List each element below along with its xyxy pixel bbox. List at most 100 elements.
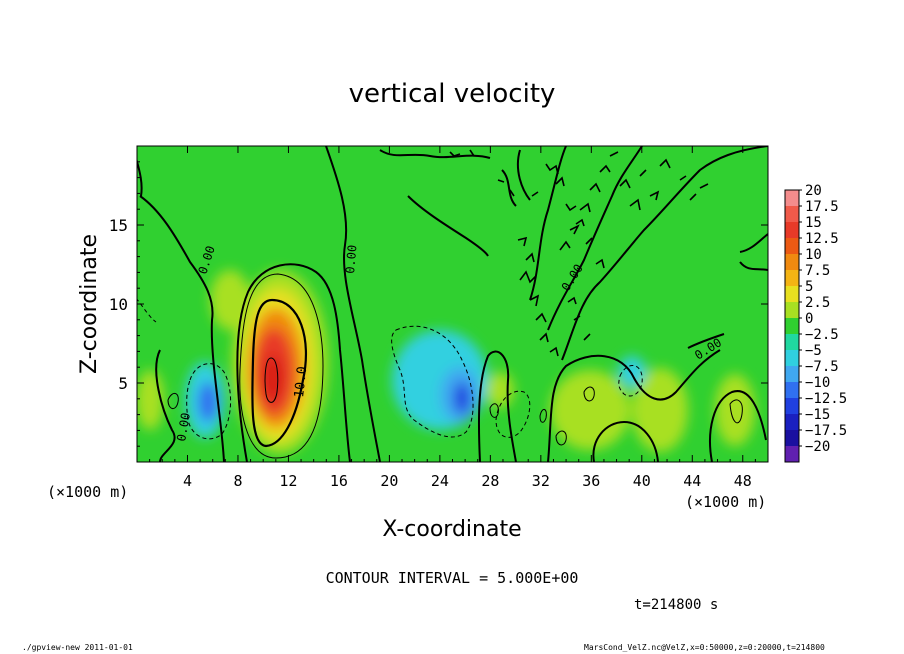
field-patch bbox=[198, 382, 218, 422]
contour-zero bbox=[547, 146, 643, 331]
contour-5 bbox=[583, 386, 595, 402]
contour-zero bbox=[137, 157, 143, 197]
x-tick-label: 4 bbox=[183, 472, 192, 490]
contour-zero bbox=[325, 146, 381, 462]
colorbar-swatch bbox=[785, 270, 799, 287]
time-label: t=214800 s bbox=[634, 597, 718, 613]
x-tick-label: 16 bbox=[330, 472, 348, 490]
x-tick-label: 28 bbox=[481, 472, 499, 490]
y-tick-label: 15 bbox=[109, 216, 128, 235]
field-patch bbox=[632, 368, 688, 452]
colorbar-label: −7.5 bbox=[805, 359, 839, 375]
contour-zero bbox=[687, 333, 725, 349]
colorbar-label: −10 bbox=[805, 375, 830, 391]
field-patch bbox=[715, 374, 755, 446]
contour-interval-label: CONTOUR INTERVAL = 5.000E+00 bbox=[326, 569, 579, 587]
colorbar-label: 7.5 bbox=[805, 263, 830, 279]
contour-zero bbox=[155, 349, 176, 462]
colorbar-swatch bbox=[785, 238, 799, 255]
colorbar-swatch bbox=[785, 286, 799, 303]
colorbar-label: −17.5 bbox=[805, 423, 847, 439]
x-tick-label: 44 bbox=[683, 472, 701, 490]
contour-15 bbox=[264, 357, 279, 403]
colorbar-label: 20 bbox=[805, 183, 822, 199]
x-tick-label: 24 bbox=[431, 472, 449, 490]
contour-zero bbox=[501, 169, 517, 207]
contour-zero bbox=[407, 195, 489, 257]
colorbar-label: −15 bbox=[805, 407, 830, 423]
contour-zero bbox=[236, 263, 351, 462]
contour-label: 10.0 bbox=[292, 366, 310, 399]
contour-5 bbox=[729, 399, 743, 424]
x-tick-label: 8 bbox=[233, 472, 242, 490]
x-unit-label-right: (×1000 m) bbox=[685, 493, 766, 511]
x-tick-label: 32 bbox=[532, 472, 550, 490]
velocity-field bbox=[137, 270, 755, 454]
x-axis-label: X-coordinate bbox=[382, 517, 521, 542]
colorbar-label: 5 bbox=[805, 279, 813, 295]
colorbar-swatch bbox=[785, 446, 799, 463]
footer-left: ./gpview-new 2011-01-01 bbox=[22, 643, 133, 652]
contour-5 bbox=[239, 273, 324, 459]
colorbar-label: 12.5 bbox=[805, 231, 839, 247]
x-axis: 4 8 12 16 20 24 28 32 36 40 44 48 bbox=[149, 146, 769, 490]
field-patch bbox=[263, 354, 283, 402]
contour-lines bbox=[137, 146, 768, 462]
field-patch bbox=[550, 370, 630, 450]
x-tick-label: 36 bbox=[582, 472, 600, 490]
y-axis: 5 10 15 bbox=[109, 161, 768, 447]
colorbar-label: −5 bbox=[805, 343, 822, 359]
x-tick-label: 40 bbox=[633, 472, 651, 490]
contour-zero bbox=[739, 233, 768, 253]
y-tick-label: 5 bbox=[118, 374, 128, 393]
contour-5 bbox=[167, 393, 179, 409]
colorbar-label: 2.5 bbox=[805, 295, 830, 311]
colorbar-label: −12.5 bbox=[805, 391, 847, 407]
contour-5 bbox=[539, 409, 547, 423]
field-patch bbox=[618, 356, 646, 388]
contour-neg5 bbox=[137, 298, 157, 323]
colorbar-label: 10 bbox=[805, 247, 822, 263]
colorbar-label: −20 bbox=[805, 439, 830, 455]
y-axis-label: Z-coordinate bbox=[77, 234, 102, 374]
colorbar-swatch bbox=[785, 334, 799, 351]
colorbar-swatch bbox=[785, 254, 799, 271]
contour-zero bbox=[709, 390, 767, 462]
field-patch bbox=[454, 382, 470, 414]
colorbar-label: 15 bbox=[805, 215, 822, 231]
contour-zero bbox=[592, 420, 659, 462]
y-tick-label: 10 bbox=[109, 295, 128, 314]
contour-neg5 bbox=[391, 325, 474, 438]
contour-5 bbox=[489, 403, 499, 418]
contour-label: 0.00 bbox=[174, 412, 193, 443]
contour-neg5 bbox=[618, 365, 643, 397]
footer-right: MarsCond_VelZ.nc@VelZ,x=0:50000,z=0:2000… bbox=[584, 643, 825, 652]
field-patch bbox=[486, 372, 514, 408]
contour-10 bbox=[251, 298, 307, 448]
chart-title: vertical velocity bbox=[349, 79, 556, 109]
colorbar-frame bbox=[784, 189, 800, 463]
contour-zero bbox=[561, 146, 768, 361]
contour-neg5 bbox=[495, 390, 531, 438]
colorbar: 2017.51512.5107.552.50−2.5−5−7.5−10−12.5… bbox=[784, 183, 847, 463]
plot-area: 0.00 0.00 10.0 0.00 0.00 0.00 bbox=[137, 146, 768, 462]
colorbar-swatch bbox=[785, 190, 799, 207]
colorbar-swatch bbox=[785, 398, 799, 415]
colorbar-label: 17.5 bbox=[805, 199, 839, 215]
x-tick-label: 20 bbox=[380, 472, 398, 490]
colorbar-swatch bbox=[785, 414, 799, 431]
fine-noise bbox=[449, 149, 709, 357]
colorbar-swatch bbox=[785, 318, 799, 335]
colorbar-label: 0 bbox=[805, 311, 813, 327]
contour-label: 0.00 bbox=[343, 244, 359, 274]
colorbar-swatch bbox=[785, 382, 799, 399]
colorbar-swatch bbox=[785, 222, 799, 239]
x-tick-label: 12 bbox=[279, 472, 297, 490]
colorbar-swatch bbox=[785, 366, 799, 383]
contour-zero bbox=[739, 261, 768, 271]
contour-zero bbox=[529, 146, 567, 301]
colorbar-label: −2.5 bbox=[805, 327, 839, 343]
contour-zero bbox=[547, 349, 721, 462]
contour-zero bbox=[477, 350, 517, 462]
